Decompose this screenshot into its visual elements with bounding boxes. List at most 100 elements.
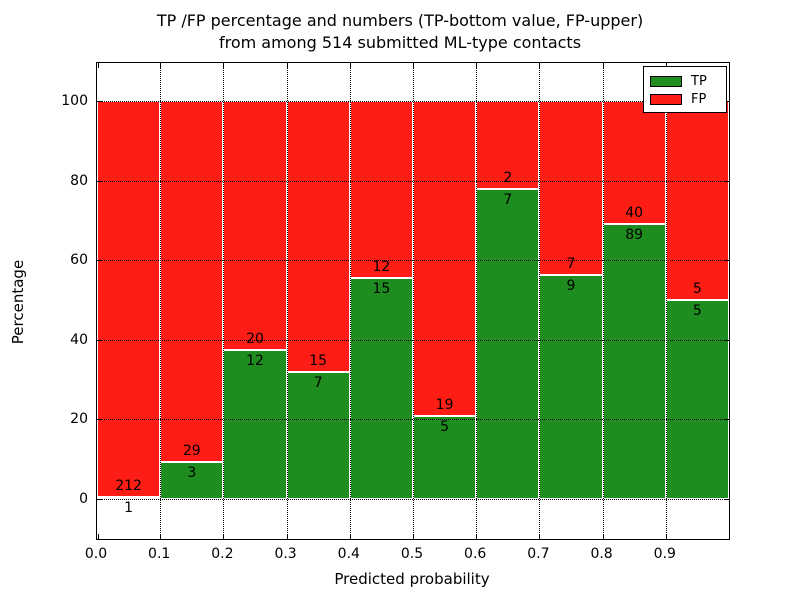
tick-mark	[97, 339, 102, 341]
tick-mark	[413, 534, 414, 539]
tick-mark	[724, 419, 729, 421]
tick-mark	[286, 63, 288, 68]
grid-line-horizontal	[97, 101, 729, 102]
bar-label-tp: 1	[124, 500, 134, 517]
bar-segment-fp	[97, 101, 161, 498]
grid-line-vertical	[665, 63, 667, 539]
x-tick-label: 0.0	[84, 546, 108, 562]
x-axis-label: Predicted probability	[334, 570, 490, 588]
tick-mark	[724, 339, 729, 341]
tick-mark	[160, 63, 162, 68]
bar-segment-fp	[413, 101, 477, 417]
bar-segment-tp	[349, 277, 413, 499]
bar-segment-tp	[539, 275, 603, 499]
tick-mark	[602, 63, 604, 68]
grid-line-vertical	[413, 63, 414, 539]
y-tick-label: 20	[70, 411, 88, 428]
bar-segment-fp	[665, 101, 729, 300]
bar-segment-tp	[160, 461, 224, 499]
bar-label-fp: 15	[309, 353, 328, 370]
grid-line-vertical	[223, 63, 225, 539]
bar-label-fp: 12	[372, 258, 391, 275]
bar-label-fp: 40	[625, 205, 644, 222]
bar-segment-tp	[602, 224, 666, 499]
grid-line-horizontal	[97, 180, 729, 182]
grid-line-horizontal	[97, 260, 729, 262]
legend-swatch	[650, 93, 682, 105]
legend-label: FP	[691, 91, 707, 107]
bar-segment-fp	[286, 101, 350, 373]
legend-item: TP	[650, 72, 720, 90]
legend-item: FP	[650, 90, 720, 108]
tick-mark	[349, 63, 351, 68]
bar-label-tp: 9	[566, 278, 576, 295]
bar-label-tp: 5	[440, 419, 450, 436]
tick-mark	[97, 101, 102, 102]
y-axis-label: Percentage	[9, 259, 27, 345]
bar-segment-tp	[665, 300, 729, 499]
x-tick-label: 0.2	[211, 546, 234, 562]
bar-segment-fp	[476, 101, 540, 190]
bar-label-fp: 7	[566, 256, 576, 273]
grid-line-vertical	[602, 63, 604, 539]
tick-mark	[476, 534, 478, 539]
tick-mark	[349, 534, 351, 539]
y-tick-label: 80	[70, 172, 88, 189]
tick-mark	[665, 63, 667, 68]
tick-mark	[602, 534, 604, 539]
bar-label-fp: 212	[115, 478, 142, 495]
bar-label-tp: 12	[246, 352, 264, 369]
tick-mark	[539, 63, 541, 68]
tick-mark	[97, 260, 102, 262]
x-tick-label: 0.9	[653, 546, 676, 562]
bar-label-tp: 5	[692, 303, 702, 319]
plot-area: TP FP 212 1 29 3 20 12 15 7 12 15 19 5 2 7 7 9 40 89 5 5	[96, 62, 730, 540]
tick-mark	[665, 534, 667, 539]
bar-label-fp: 5	[692, 281, 702, 297]
tick-mark	[413, 63, 414, 68]
y-tick-label: 100	[61, 93, 88, 109]
legend-label: TP	[691, 73, 707, 89]
grid-line-vertical	[160, 63, 162, 539]
bar-segment-tp	[413, 416, 477, 499]
tick-mark	[286, 534, 288, 539]
x-tick-label: 0.3	[274, 546, 297, 562]
tick-mark	[724, 499, 729, 500]
bar-segment-fp	[349, 101, 413, 278]
grid-line-horizontal	[97, 339, 729, 341]
tick-mark	[97, 180, 102, 182]
grid-line-vertical	[349, 63, 351, 539]
bar-label-fp: 29	[182, 442, 201, 459]
bar-segment-fp	[223, 101, 287, 350]
tick-mark	[97, 534, 99, 539]
x-tick-label: 0.7	[527, 546, 550, 562]
tick-mark	[97, 499, 102, 500]
tick-mark	[223, 534, 225, 539]
tick-mark	[223, 63, 225, 68]
tick-mark	[724, 260, 729, 262]
y-tick-label: 60	[70, 252, 88, 269]
chart-title-line1: TP /FP percentage and numbers (TP-bottom…	[156, 11, 644, 30]
bar-segment-tp	[223, 349, 287, 499]
tick-mark	[724, 180, 729, 182]
bar-segment-tp	[476, 189, 540, 499]
bar-label-fp: 2	[503, 170, 513, 187]
legend-swatch	[650, 75, 682, 87]
legend: TP FP	[643, 66, 727, 113]
bar-segment-tp	[97, 497, 161, 500]
bar-segment-fp	[539, 101, 603, 276]
y-tick-label: 40	[70, 331, 88, 348]
bar-label-tp: 7	[503, 192, 513, 209]
x-tick-label: 0.1	[148, 546, 171, 562]
chart-title-line2: from among 514 submitted ML-type contact…	[218, 33, 582, 52]
x-tick-label: 0.8	[590, 546, 613, 562]
grid-line-vertical	[539, 63, 541, 539]
tick-mark	[539, 534, 541, 539]
x-tick-label: 0.5	[400, 546, 424, 562]
bar-label-fp: 19	[435, 397, 454, 414]
bar-label-fp: 20	[246, 330, 264, 347]
bar-label-tp: 3	[187, 464, 197, 481]
grid-line-horizontal	[97, 499, 729, 500]
x-tick-label: 0.4	[337, 546, 360, 562]
y-tick-label: 0	[79, 491, 88, 507]
